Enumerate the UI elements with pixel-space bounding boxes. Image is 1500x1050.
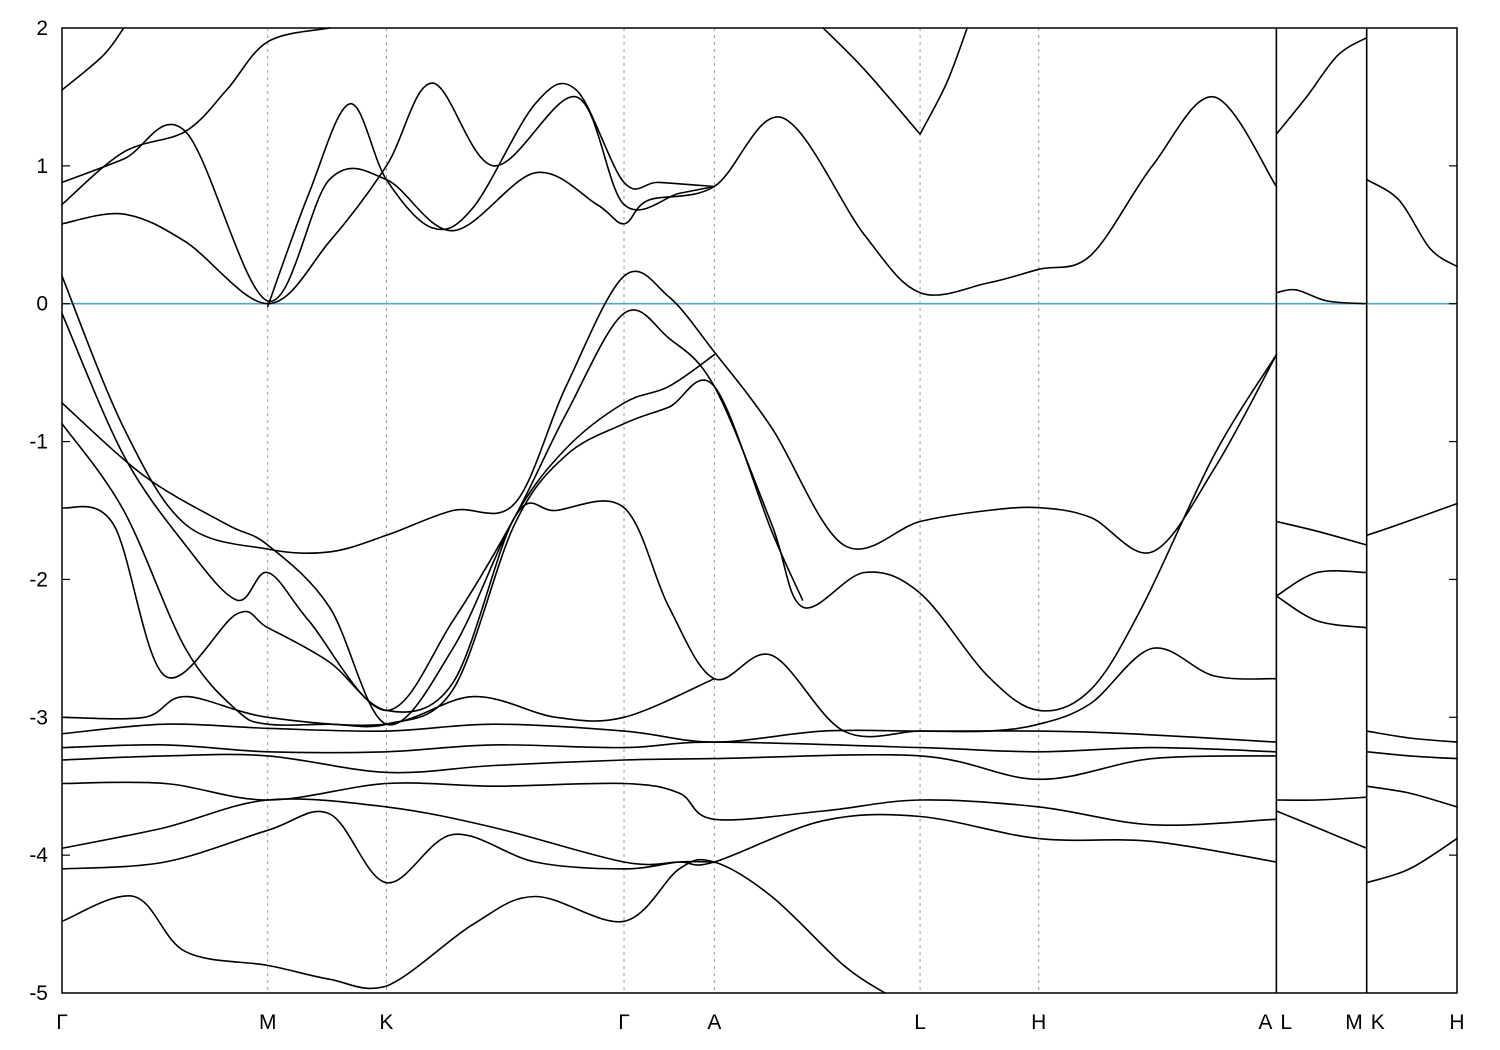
band-line-1 [61, 309, 1278, 712]
plot-frame [61, 27, 1458, 994]
band-line-23 [1275, 569, 1368, 597]
band-line-4 [61, 500, 1278, 738]
y-tick-label: 1 [36, 155, 48, 178]
band-line-15 [61, 82, 716, 305]
k-point-label: K [379, 1011, 393, 1034]
band-line-29 [1365, 837, 1458, 884]
y-tick-label: 2 [36, 17, 48, 40]
band-line-17 [266, 82, 716, 308]
band-line-13 [61, 27, 125, 91]
k-point-label: H [1031, 1011, 1046, 1034]
band-line-25 [1275, 796, 1368, 802]
y-tick-label: -1 [29, 431, 48, 454]
k-point-label: L [1280, 1011, 1292, 1034]
band-line-30 [1365, 785, 1458, 808]
band-line-11 [61, 810, 716, 884]
k-point-label: A [707, 1011, 721, 1034]
band-line-21 [1275, 36, 1368, 135]
y-tick-label: -4 [29, 844, 48, 867]
band-line-8 [61, 753, 1278, 781]
band-line-3 [61, 379, 804, 728]
band-line-28 [1365, 502, 1458, 537]
k-point-label: A [1258, 1011, 1272, 1034]
y-tick-label: -2 [29, 568, 48, 591]
band-line-19 [919, 27, 968, 135]
band-line-26 [1275, 810, 1368, 850]
band-line-14 [61, 96, 1278, 302]
band-line-2 [61, 353, 716, 726]
y-tick-label: -3 [29, 706, 48, 729]
band-line-22 [1275, 520, 1368, 546]
k-point-label: Γ [56, 1011, 68, 1034]
k-point-label: Γ [618, 1011, 630, 1034]
k-point-label: L [914, 1011, 926, 1034]
band-line-18 [822, 27, 921, 135]
k-point-label: M [1345, 1011, 1363, 1034]
band-line-32 [1365, 751, 1458, 760]
band-line-5 [61, 677, 716, 727]
band-line-10 [61, 798, 1278, 866]
y-axis-ticks: 2 1 0 -1 -2 -3 -4 -5 [29, 17, 1457, 1005]
k-point-label: H [1449, 1011, 1464, 1034]
band-line-27 [1365, 178, 1458, 268]
band-line-24 [1275, 595, 1368, 629]
k-point-label: M [259, 1011, 277, 1034]
band-line-0 [61, 270, 1278, 555]
band-line-16 [61, 27, 331, 206]
band-line-6 [61, 723, 1278, 743]
band-lines [61, 27, 1458, 994]
band-line-31 [1365, 730, 1458, 743]
y-tick-label: -5 [29, 982, 48, 1005]
band-line-20 [1275, 288, 1368, 305]
band-line-12 [61, 858, 886, 994]
k-point-label: K [1371, 1011, 1385, 1034]
segment-separators [1275, 28, 1368, 993]
band-line-7 [61, 741, 1278, 754]
y-tick-label: 0 [36, 293, 48, 316]
